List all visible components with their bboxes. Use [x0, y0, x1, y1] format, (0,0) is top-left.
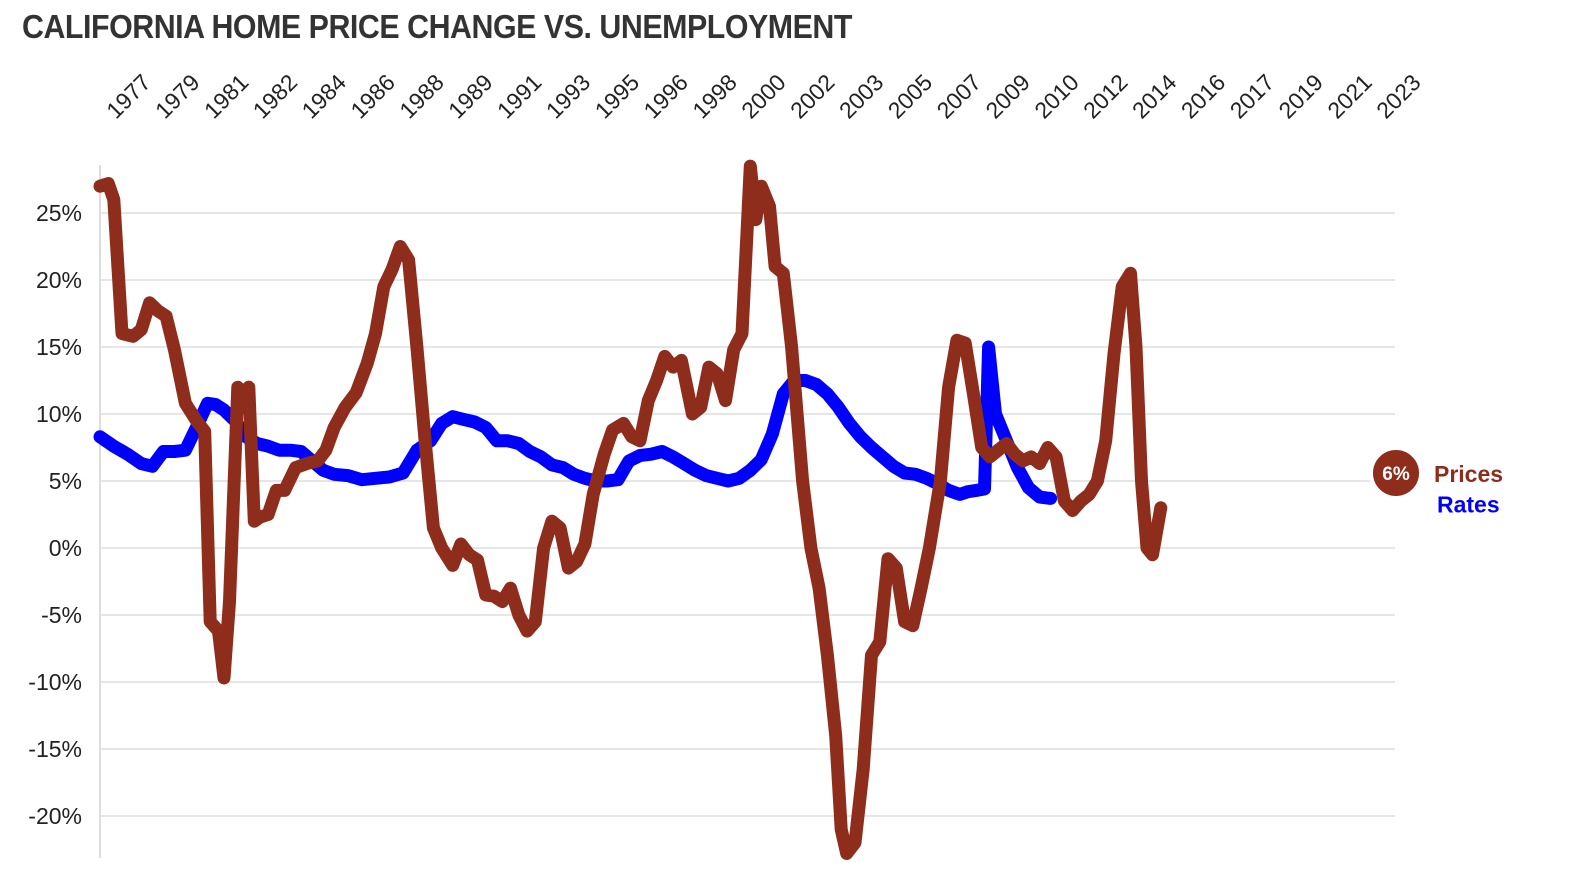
y-tick-label: -10%	[28, 669, 82, 695]
x-tick-label: 1995	[590, 69, 645, 124]
x-tick-label: 2012	[1078, 69, 1133, 124]
x-axis: 1977197919811982198419861988198919911993…	[101, 69, 1426, 124]
x-tick-label: 2016	[1176, 69, 1231, 124]
x-tick-label: 2009	[980, 69, 1035, 124]
x-tick-label: 2005	[883, 69, 938, 124]
x-tick-label: 1982	[248, 69, 303, 124]
y-axis: 25% 20% 15% 10% 5% 0% -5% -10% -15% -20%	[28, 200, 82, 829]
chart-title: CALIFORNIA HOME PRICE CHANGE VS. UNEMPLO…	[22, 8, 852, 45]
x-tick-label: 1991	[492, 69, 547, 124]
x-tick-label: 1988	[394, 69, 449, 124]
x-tick-label: 1984	[297, 69, 352, 124]
series-label-prices: Prices	[1434, 461, 1503, 487]
y-tick-label: -20%	[28, 803, 82, 829]
end-badge-value: 6%	[1382, 464, 1410, 485]
x-tick-label: 1989	[443, 69, 498, 124]
x-tick-label: 1981	[199, 69, 254, 124]
x-tick-label: 2000	[736, 69, 791, 124]
series-line-prices	[93, 159, 1168, 860]
y-tick-label: 20%	[36, 267, 82, 293]
x-tick-label: 2002	[785, 69, 840, 124]
series-lines	[93, 159, 1168, 860]
end-badge	[1369, 446, 1423, 500]
end-markers: Rates 6% Prices	[1369, 446, 1503, 517]
y-tick-label: 10%	[36, 401, 82, 427]
y-tick-label: -5%	[41, 602, 82, 628]
x-tick-label: 2019	[1273, 69, 1328, 124]
x-tick-label: 2021	[1322, 69, 1377, 124]
x-tick-label: 1996	[638, 69, 693, 124]
y-tick-label: 15%	[36, 334, 82, 360]
series-label-rates: Rates	[1437, 491, 1500, 517]
x-tick-label: 2023	[1371, 69, 1426, 124]
x-tick-label: 2017	[1225, 69, 1280, 124]
x-tick-label: 2010	[1029, 69, 1084, 124]
x-tick-label: 1993	[541, 69, 596, 124]
y-tick-label: 25%	[36, 200, 82, 226]
x-tick-label: 2003	[834, 69, 889, 124]
y-tick-label: 5%	[49, 468, 82, 494]
y-tick-label: 0%	[49, 535, 82, 561]
y-tick-label: -15%	[28, 736, 82, 762]
x-tick-label: 1977	[101, 69, 156, 124]
x-tick-label: 1979	[150, 69, 205, 124]
x-tick-label: 1986	[345, 69, 400, 124]
x-tick-label: 2014	[1127, 69, 1182, 124]
x-tick-label: 1998	[687, 69, 742, 124]
x-tick-label: 2007	[932, 69, 987, 124]
